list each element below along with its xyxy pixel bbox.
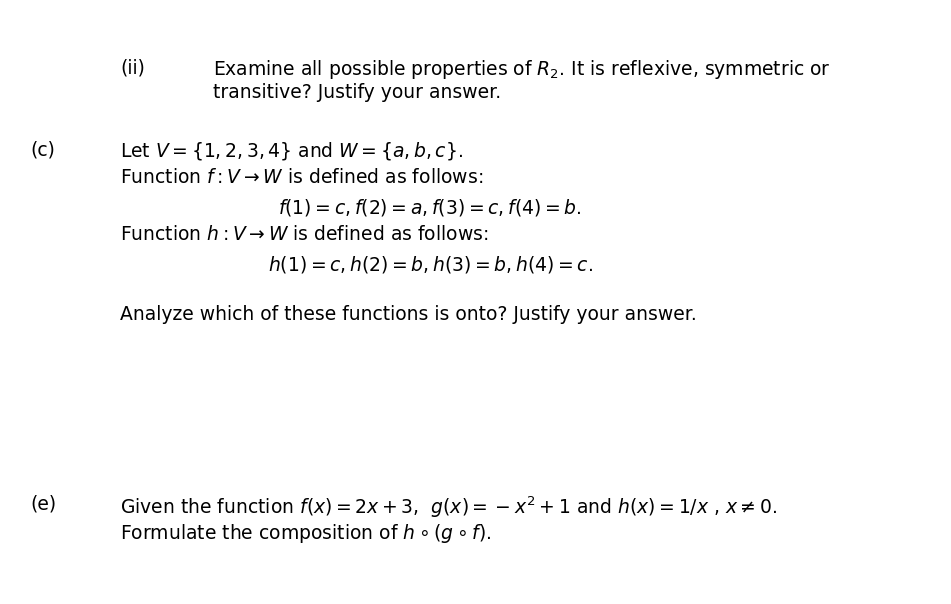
Text: Examine all possible properties of $R_2$. It is reflexive, symmetric or: Examine all possible properties of $R_2$… [213, 58, 831, 81]
Text: transitive? Justify your answer.: transitive? Justify your answer. [213, 83, 501, 102]
Text: (e): (e) [30, 495, 56, 514]
Text: Given the function $f(x) = 2x + 3$,  $g(x) = -x^2 + 1$ and $h(x) = 1/x$ , $x \ne: Given the function $f(x) = 2x + 3$, $g(x… [120, 495, 777, 521]
Text: $f(1) = c, f(2) = a, f(3) = c, f(4) = b.$: $f(1) = c, f(2) = a, f(3) = c, f(4) = b.… [279, 197, 582, 218]
Text: Function $f: V \rightarrow W$ is defined as follows:: Function $f: V \rightarrow W$ is defined… [120, 168, 483, 187]
Text: Function $h: V \rightarrow W$ is defined as follows:: Function $h: V \rightarrow W$ is defined… [120, 225, 489, 244]
Text: Formulate the composition of $h \circ (g \circ f)$.: Formulate the composition of $h \circ (g… [120, 522, 492, 545]
Text: Let $V =\{1,2,3,4\}$ and $W =\{a,b,c\}$.: Let $V =\{1,2,3,4\}$ and $W =\{a,b,c\}$. [120, 140, 463, 162]
Text: (c): (c) [30, 140, 55, 159]
Text: $h(1) = c, h(2) = b, h(3) = b, h(4) = c.$: $h(1) = c, h(2) = b, h(3) = b, h(4) = c.… [267, 254, 592, 275]
Text: (ii): (ii) [120, 58, 145, 77]
Text: Analyze which of these functions is onto? Justify your answer.: Analyze which of these functions is onto… [120, 305, 697, 324]
